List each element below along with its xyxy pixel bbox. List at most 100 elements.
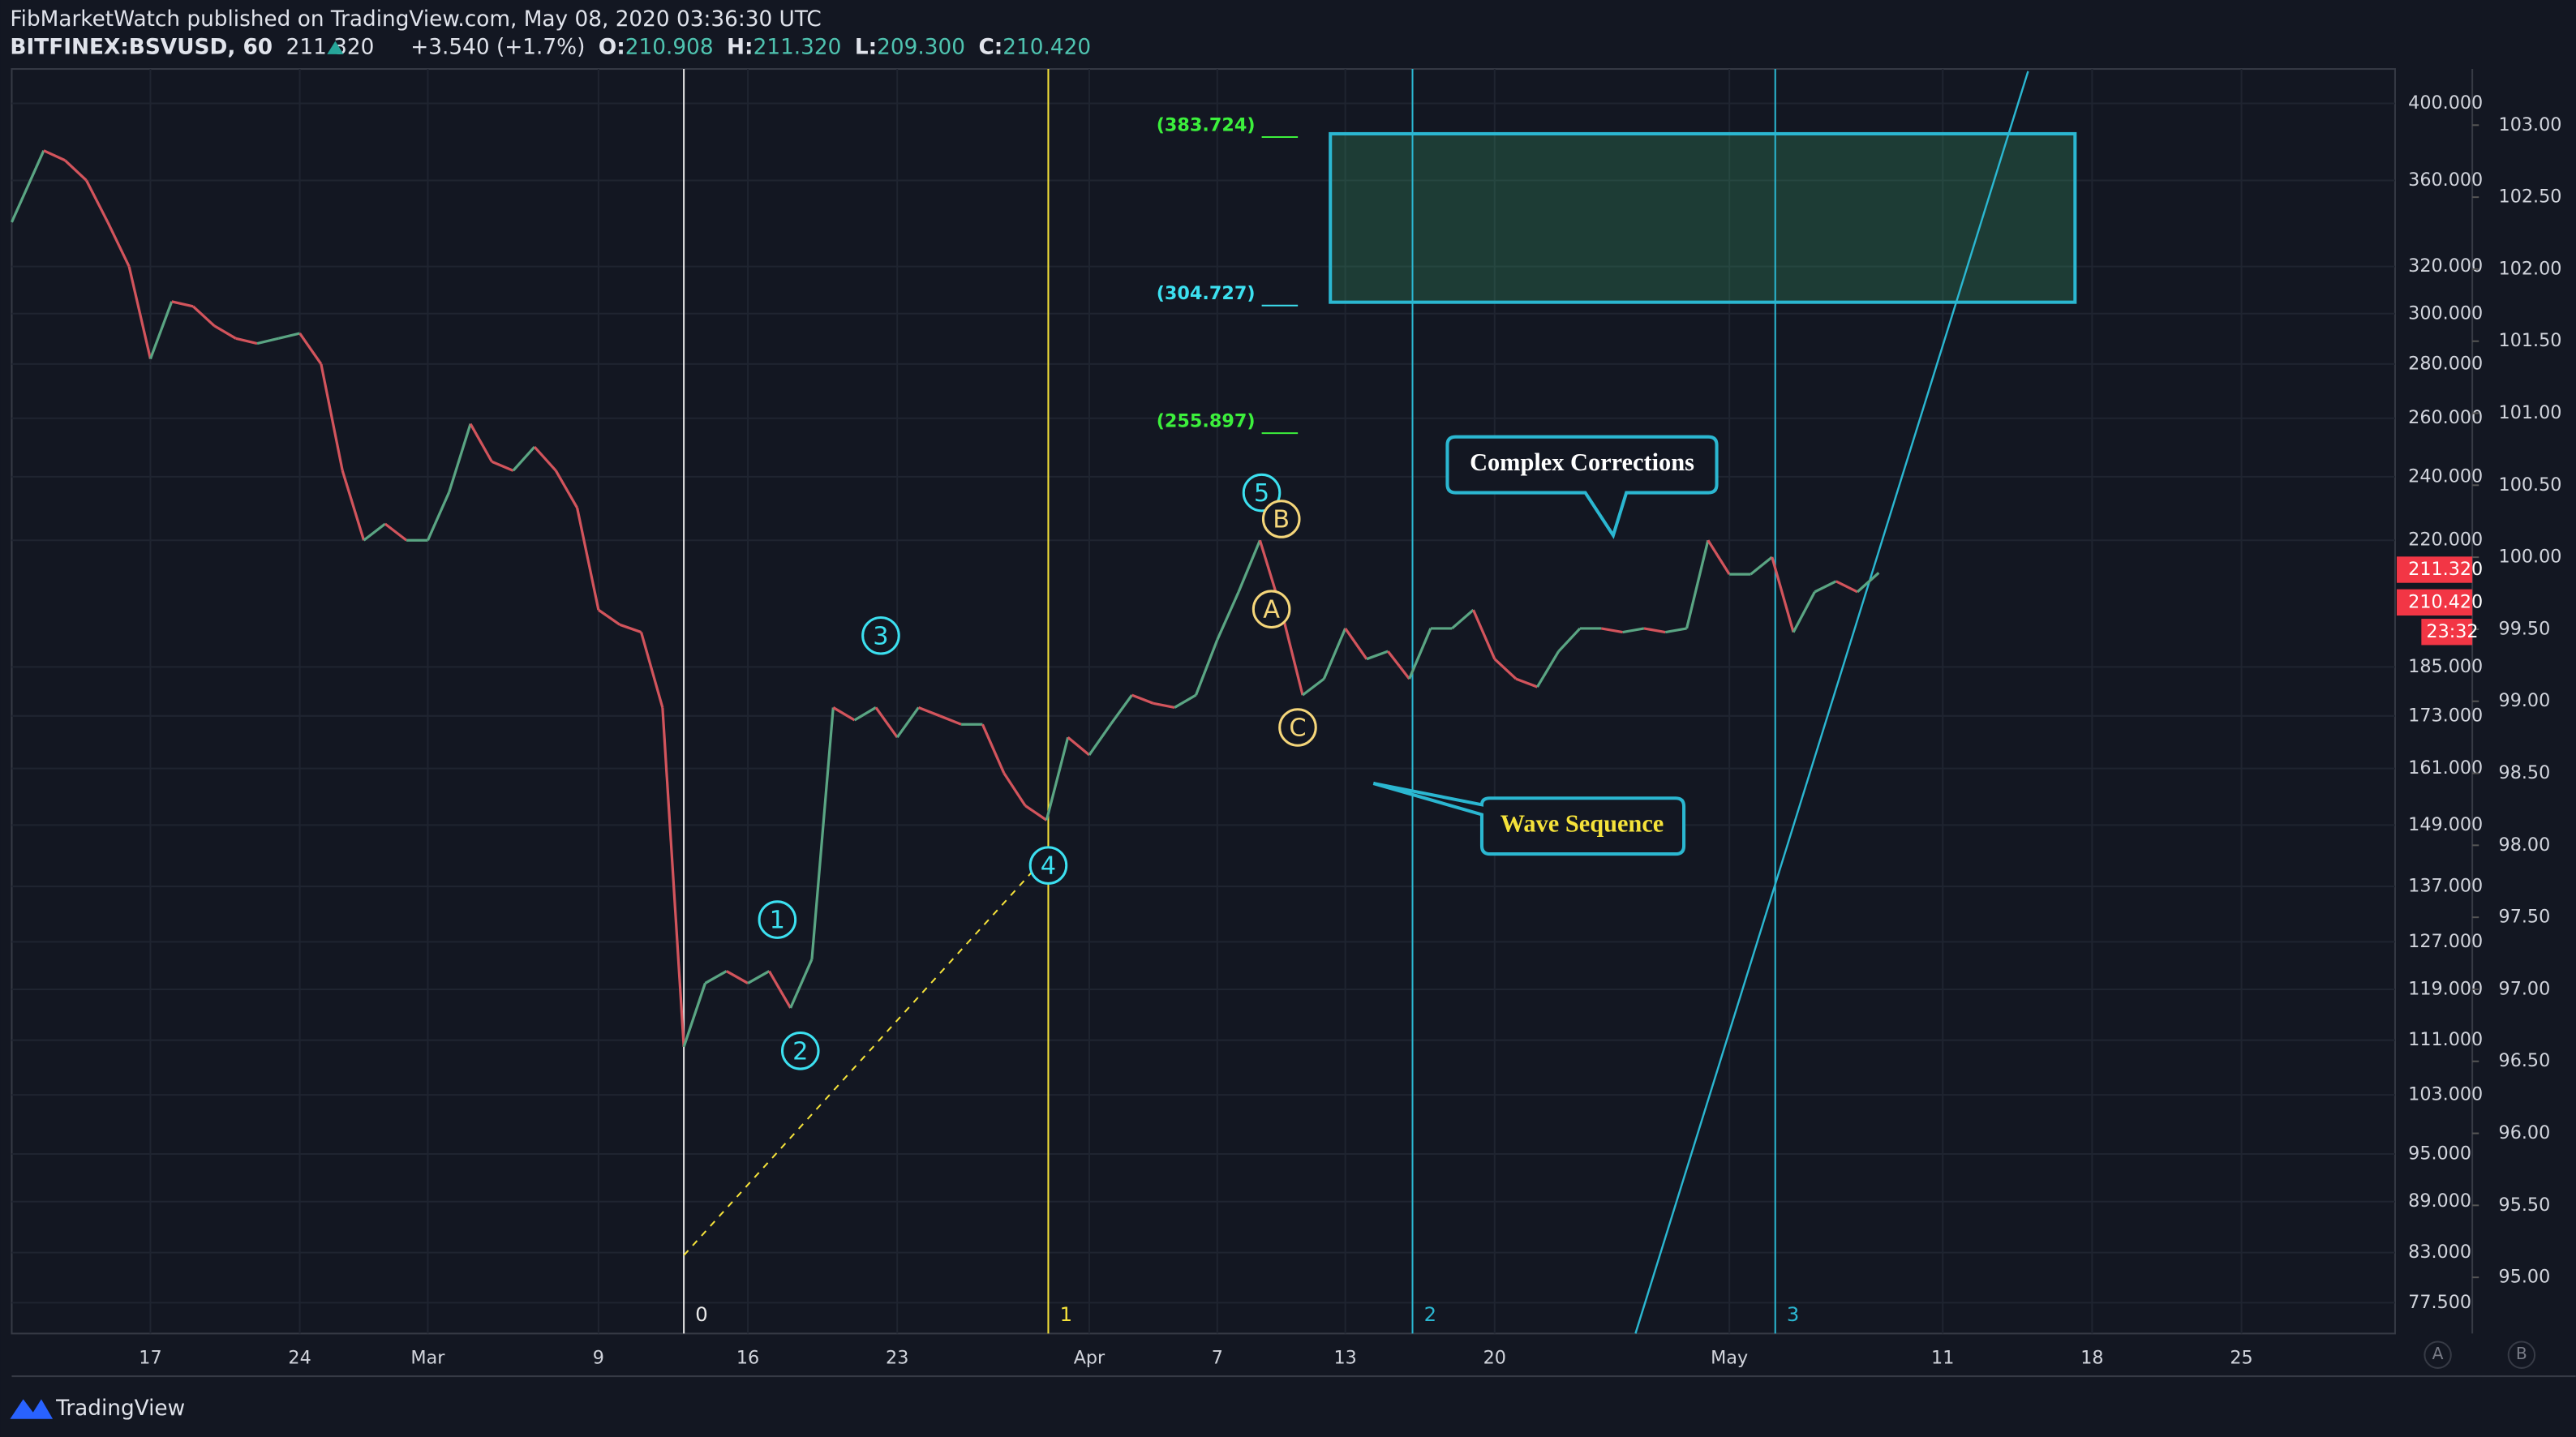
- price-segment: [1750, 555, 1773, 576]
- price-segment: [725, 970, 749, 984]
- price-segment: [1322, 628, 1347, 680]
- x-tick-label: 7: [1212, 1347, 1223, 1368]
- price-segment: [1643, 627, 1666, 634]
- price-segment: [341, 470, 366, 541]
- price-segment: [682, 982, 706, 1048]
- price-segment: [789, 959, 814, 1009]
- price-segment: [747, 970, 771, 984]
- callout-box: [1372, 782, 1686, 856]
- wave-marker: [1278, 708, 1317, 747]
- price-segment: [832, 706, 856, 722]
- y2-tick-label: 98.00: [2499, 834, 2551, 856]
- symbol: BITFINEX:BSVUSD, 60: [10, 35, 273, 59]
- x-tick-label: May: [1711, 1347, 1748, 1368]
- price-badge-label: 210.420: [2408, 591, 2483, 612]
- price-segment: [1024, 804, 1048, 821]
- y-tick-label: 137.000: [2408, 876, 2483, 897]
- y-tick-label: 83.000: [2408, 1242, 2471, 1263]
- wave-line: [683, 853, 1050, 1256]
- axis-layer: 400.000 360.000 320.000 300.000 280.000 260.0…: [139, 92, 2561, 1368]
- price-segment: [981, 723, 1006, 774]
- price-segment: [127, 266, 152, 359]
- y-tick-label: 77.500: [2408, 1292, 2471, 1313]
- y-tick-label: 103.000: [2408, 1084, 2483, 1105]
- wave-marker: [1252, 590, 1291, 629]
- fib-label: (304.727): [1157, 283, 1256, 304]
- wave-label: 5: [1254, 479, 1269, 508]
- y-tick-label: 161.000: [2408, 757, 2483, 779]
- scale-button-label[interactable]: B: [2516, 1344, 2527, 1363]
- y2-tick-label: 98.50: [2499, 762, 2551, 783]
- price-segment: [1472, 609, 1496, 660]
- price-segment: [1408, 628, 1432, 680]
- price-segment: [363, 522, 386, 542]
- scale-button[interactable]: [2507, 1340, 2536, 1369]
- series-layer: [10, 149, 1880, 1048]
- wave-label: C: [1289, 714, 1306, 743]
- price-segment: [1707, 539, 1731, 576]
- y2-tick-label: 102.50: [2499, 187, 2562, 208]
- labels-layer: 0 1 2 3 (383.724) (304.727) (255.897) 1 2 3 4 5 A B C: [695, 114, 1799, 1326]
- y2-tick-label: 97.50: [2499, 907, 2551, 928]
- ohlc-label: C:: [978, 35, 1002, 59]
- x-tick-label: 25: [2230, 1347, 2252, 1368]
- callout-text: Complex Corrections: [1470, 448, 1694, 476]
- price-segment: [939, 714, 962, 726]
- y2-tick-label: 99.00: [2499, 690, 2551, 711]
- price-segment: [64, 159, 88, 182]
- y2-tick-label: 100.50: [2499, 474, 2562, 495]
- price-segment: [1515, 677, 1538, 688]
- price-segment: [533, 445, 557, 472]
- scale-button[interactable]: [2424, 1340, 2452, 1369]
- price-segment: [639, 632, 664, 708]
- y-tick-label: 240.000: [2408, 465, 2483, 487]
- price-segment: [1174, 693, 1197, 709]
- price-segment: [1109, 694, 1133, 726]
- y2-tick-label: 97.00: [2499, 978, 2551, 999]
- y-tick-label: 280.000: [2408, 353, 2483, 374]
- symbol-line: BITFINEX:BSVUSD, 60 211.320 +3.540 (+1.7…: [10, 35, 1091, 59]
- price-segment: [512, 445, 536, 472]
- y-tick-label: 89.000: [2408, 1190, 2471, 1212]
- price-segment: [1856, 572, 1880, 594]
- price-segment: [576, 507, 600, 611]
- ohlc-value: 210.908: [625, 35, 714, 59]
- wave-marker: [1261, 500, 1301, 538]
- price-segment: [1344, 628, 1368, 660]
- countdown: 23:32: [2426, 621, 2478, 642]
- ohlc-label: L:: [855, 35, 877, 59]
- y-tick-label: 95.000: [2408, 1143, 2471, 1164]
- price-segment: [448, 423, 472, 493]
- y-tick-label: 185.000: [2408, 656, 2483, 677]
- price-segment: [1280, 609, 1304, 696]
- x-tick-label: 11: [1931, 1347, 1954, 1368]
- y2-tick-label: 95.00: [2499, 1267, 2551, 1288]
- price-segment: [1451, 608, 1475, 630]
- grid-layer: [11, 69, 2395, 1334]
- price-segment: [320, 363, 344, 471]
- ohlc-value: 210.420: [1002, 35, 1091, 59]
- wave-marker: [1242, 473, 1282, 513]
- price-segment: [1302, 677, 1325, 697]
- scale-button-label[interactable]: A: [2432, 1344, 2444, 1363]
- price-segment: [1536, 650, 1561, 688]
- price-segment: [10, 150, 45, 223]
- x-tick-label: 13: [1333, 1347, 1356, 1368]
- price-segment: [1493, 658, 1518, 680]
- overlay-layer: [683, 69, 2077, 1334]
- y-tick-label: 111.000: [2408, 1029, 2483, 1050]
- change: +3.540 (+1.7%): [410, 35, 585, 59]
- price-segment: [1557, 627, 1582, 653]
- y-tick-label: 320.000: [2408, 255, 2483, 277]
- price-segment: [1045, 736, 1070, 821]
- price-segment: [1771, 556, 1795, 633]
- price-segment: [85, 179, 109, 223]
- price-segment: [191, 305, 216, 328]
- y2-tick-label: 100.00: [2499, 547, 2562, 568]
- price-segment: [1792, 591, 1816, 633]
- price-segment: [1814, 580, 1837, 594]
- price-segment: [1067, 736, 1090, 757]
- price-segment: [298, 332, 323, 365]
